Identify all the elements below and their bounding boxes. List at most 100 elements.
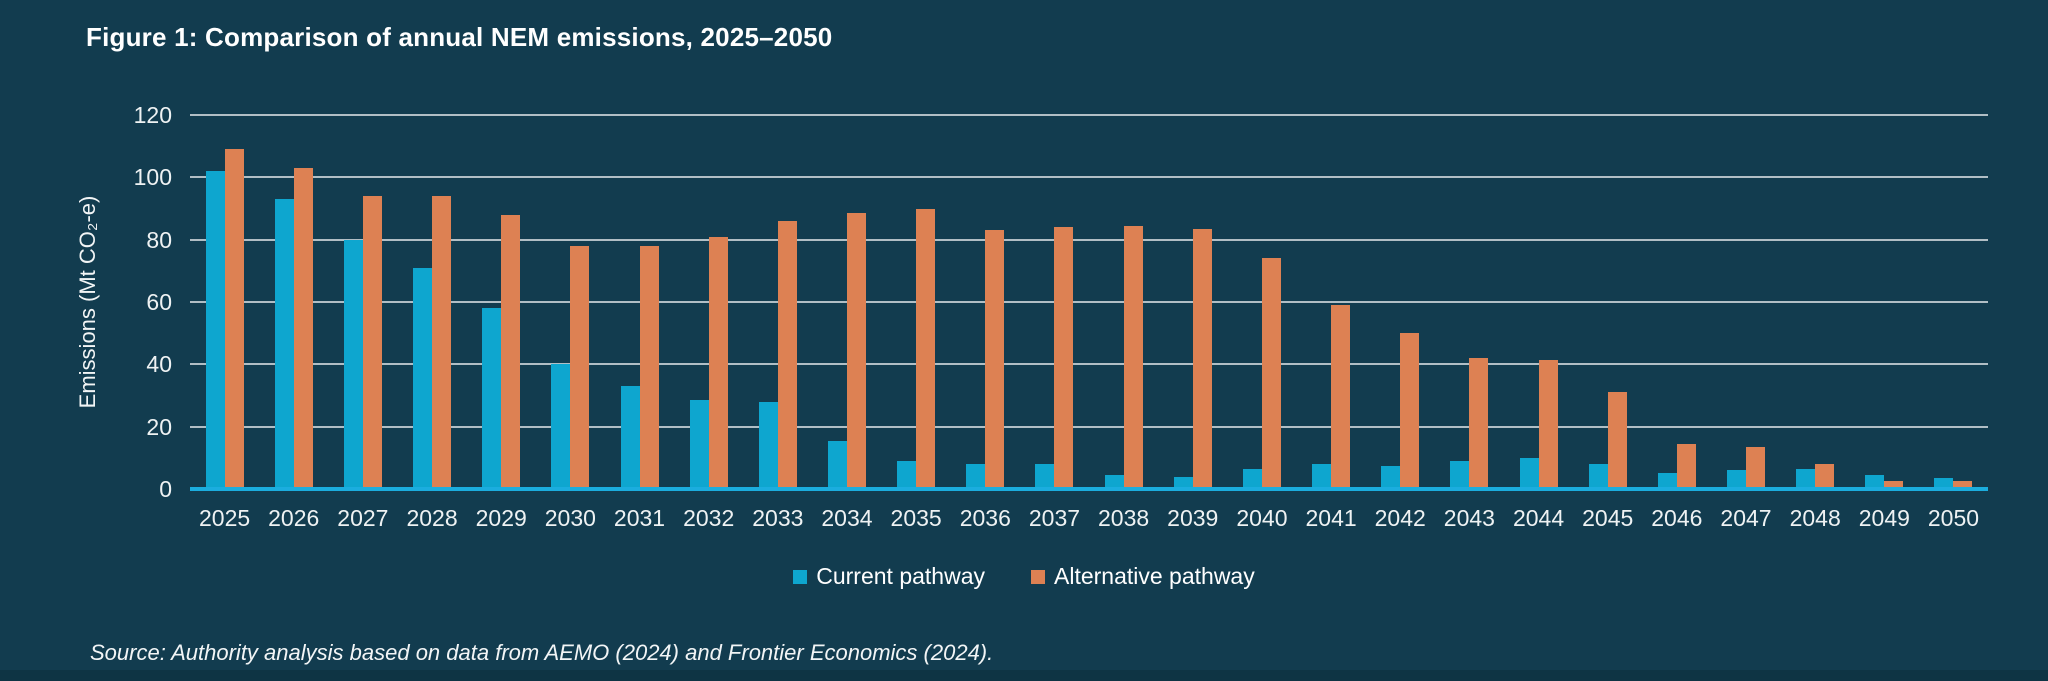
x-tick-2041: 2041 bbox=[1305, 505, 1357, 531]
x-tick-2047: 2047 bbox=[1720, 505, 1772, 531]
bar-alternative-2039 bbox=[1192, 228, 1212, 489]
gridline-100 bbox=[190, 176, 1988, 179]
x-tick-2042: 2042 bbox=[1374, 505, 1426, 531]
bar-group-2029 bbox=[467, 115, 536, 489]
bar-alternative-2043 bbox=[1469, 358, 1489, 489]
bar-alternative-2028 bbox=[432, 196, 452, 489]
bar-alternative-2048 bbox=[1815, 464, 1835, 489]
bar-current-2032 bbox=[689, 400, 709, 489]
bar-current-2036 bbox=[966, 464, 986, 489]
legend-label-current: Current pathway bbox=[816, 563, 985, 589]
bar-current-2050 bbox=[1934, 478, 1954, 489]
x-tick-2045: 2045 bbox=[1582, 505, 1634, 531]
bar-alternative-2038 bbox=[1123, 225, 1143, 489]
x-tick-2029: 2029 bbox=[475, 505, 527, 531]
bar-current-2047 bbox=[1727, 470, 1747, 489]
bar-alternative-2040 bbox=[1261, 258, 1281, 489]
bar-group-2049 bbox=[1850, 115, 1919, 489]
bar-group-2037 bbox=[1020, 115, 1089, 489]
y-tick-20: 20 bbox=[146, 413, 172, 440]
bar-group-2048 bbox=[1781, 115, 1850, 489]
bar-current-2044 bbox=[1519, 457, 1539, 489]
bar-current-2033 bbox=[758, 401, 778, 489]
bar-series-container bbox=[190, 115, 1988, 489]
bar-group-2025 bbox=[190, 115, 259, 489]
bar-current-2037 bbox=[1035, 464, 1055, 489]
bar-group-2039 bbox=[1158, 115, 1227, 489]
gridline-20 bbox=[190, 425, 1988, 428]
bar-group-2036 bbox=[951, 115, 1020, 489]
bar-group-2030 bbox=[536, 115, 605, 489]
bar-current-2026 bbox=[274, 199, 294, 489]
plot-area bbox=[190, 114, 1988, 491]
y-tick-120: 120 bbox=[133, 102, 172, 128]
bar-group-2040 bbox=[1227, 115, 1296, 489]
bar-alternative-2027 bbox=[362, 196, 382, 489]
gridline-40 bbox=[190, 363, 1988, 366]
bar-current-2038 bbox=[1104, 474, 1124, 489]
bar-alternative-2044 bbox=[1538, 359, 1558, 489]
x-tick-2050: 2050 bbox=[1927, 505, 1980, 531]
x-tick-2048: 2048 bbox=[1789, 505, 1841, 531]
x-tick-2046: 2046 bbox=[1651, 505, 1703, 531]
x-tick-2039: 2039 bbox=[1167, 505, 1219, 531]
bar-alternative-2026 bbox=[293, 167, 313, 489]
bar-current-2043 bbox=[1450, 460, 1470, 489]
x-tick-2038: 2038 bbox=[1098, 505, 1150, 531]
y-tick-80: 80 bbox=[146, 226, 172, 253]
x-tick-2026: 2026 bbox=[268, 505, 320, 531]
bar-alternative-2045 bbox=[1607, 392, 1627, 489]
bar-current-2046 bbox=[1657, 473, 1677, 489]
bar-current-2031 bbox=[620, 386, 640, 489]
y-tick-60: 60 bbox=[146, 289, 172, 315]
bar-group-2045 bbox=[1573, 115, 1642, 489]
bar-current-2048 bbox=[1796, 468, 1816, 489]
legend-item-alternative: Alternative pathway bbox=[1031, 563, 1255, 590]
bar-group-2027 bbox=[328, 115, 397, 489]
bar-group-2044 bbox=[1504, 115, 1573, 489]
gridline-80 bbox=[190, 238, 1988, 241]
x-tick-2040: 2040 bbox=[1236, 505, 1288, 531]
bar-current-2034 bbox=[827, 440, 847, 489]
x-tick-2035: 2035 bbox=[890, 505, 942, 531]
bar-current-2045 bbox=[1588, 464, 1608, 489]
x-tick-2043: 2043 bbox=[1443, 505, 1495, 531]
bar-group-2028 bbox=[397, 115, 466, 489]
bar-alternative-2029 bbox=[501, 214, 521, 489]
x-tick-2031: 2031 bbox=[613, 505, 666, 531]
y-tick-0: 0 bbox=[159, 476, 172, 502]
bar-alternative-2050 bbox=[1953, 481, 1973, 489]
bar-alternative-2032 bbox=[708, 236, 728, 489]
bar-group-2050 bbox=[1919, 115, 1988, 489]
bar-current-2035 bbox=[897, 460, 917, 489]
bar-current-2027 bbox=[343, 239, 363, 489]
legend-item-current: Current pathway bbox=[793, 563, 985, 590]
legend-swatch-current bbox=[793, 569, 808, 584]
bar-alternative-2037 bbox=[1054, 227, 1074, 489]
bar-current-2049 bbox=[1865, 474, 1885, 489]
source-note: Source: Authority analysis based on data… bbox=[90, 640, 994, 665]
bar-alternative-2041 bbox=[1331, 305, 1351, 489]
bar-group-2034 bbox=[812, 115, 881, 489]
x-tick-2037: 2037 bbox=[1028, 505, 1081, 531]
bar-current-2029 bbox=[482, 308, 502, 489]
bar-alternative-2031 bbox=[639, 245, 659, 489]
bar-current-2040 bbox=[1242, 468, 1262, 489]
bar-group-2046 bbox=[1642, 115, 1711, 489]
bar-group-2032 bbox=[674, 115, 743, 489]
bar-group-2042 bbox=[1366, 115, 1435, 489]
bar-group-2043 bbox=[1435, 115, 1504, 489]
legend-label-alternative: Alternative pathway bbox=[1054, 563, 1255, 589]
bar-current-2025 bbox=[205, 171, 225, 489]
x-tick-2049: 2049 bbox=[1858, 505, 1910, 531]
gridline-120 bbox=[190, 114, 1988, 116]
bar-alternative-2047 bbox=[1746, 446, 1766, 489]
x-tick-2028: 2028 bbox=[406, 505, 458, 531]
bar-group-2033 bbox=[743, 115, 812, 489]
bar-current-2028 bbox=[413, 267, 433, 489]
legend-swatch-alternative bbox=[1031, 569, 1045, 584]
x-axis-labels: 2025 2026 2027 2028 2029 2030 2031 2032 2033 2034… bbox=[190, 503, 1988, 533]
bar-group-2041 bbox=[1297, 115, 1366, 489]
bottom-strip bbox=[0, 670, 2048, 681]
